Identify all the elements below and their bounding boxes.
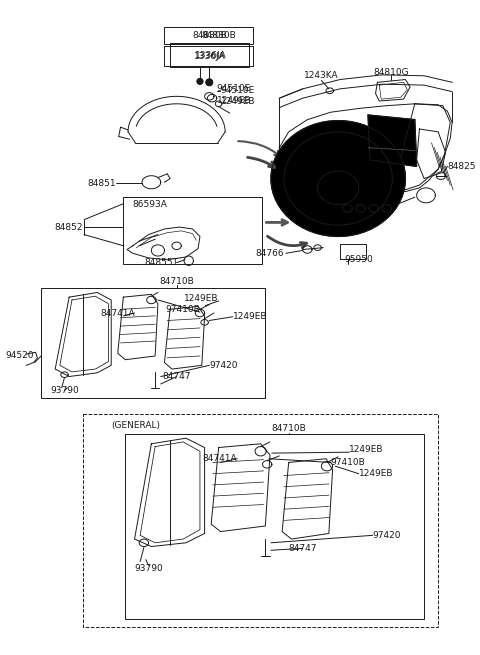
Text: 97410B: 97410B: [165, 305, 200, 314]
Text: 93790: 93790: [50, 386, 79, 395]
Text: 84747: 84747: [288, 544, 317, 553]
Text: 95950: 95950: [344, 255, 373, 264]
Text: 84852: 84852: [55, 223, 83, 232]
Text: 1336JA: 1336JA: [193, 52, 225, 61]
Polygon shape: [271, 121, 406, 236]
Polygon shape: [368, 115, 417, 166]
Polygon shape: [206, 79, 213, 86]
Text: (GENERAL): (GENERAL): [111, 421, 160, 430]
Text: 1249EB: 1249EB: [220, 98, 255, 106]
Text: 1336JA: 1336JA: [195, 50, 227, 60]
Text: 1249EB: 1249EB: [359, 469, 393, 478]
Text: 86593A: 86593A: [132, 200, 168, 209]
Bar: [125, 434, 424, 620]
Text: 84830B: 84830B: [201, 31, 236, 40]
Bar: [170, 43, 250, 67]
Text: 84830B: 84830B: [192, 31, 227, 40]
Text: 84810G: 84810G: [373, 69, 409, 77]
Text: 97410B: 97410B: [331, 458, 365, 467]
Text: 1249EB: 1249EB: [349, 445, 384, 454]
Text: 1249EB: 1249EB: [217, 96, 251, 105]
Text: 94520: 94520: [5, 352, 34, 360]
Text: 1249EB: 1249EB: [233, 312, 267, 321]
Text: 1243KA: 1243KA: [304, 71, 339, 81]
Bar: [41, 288, 265, 398]
Text: 84741A: 84741A: [100, 309, 134, 318]
Bar: [165, 28, 253, 44]
Text: 97420: 97420: [373, 531, 401, 540]
Polygon shape: [197, 79, 203, 84]
Bar: [165, 46, 253, 66]
Text: 97420: 97420: [209, 361, 238, 370]
Bar: [123, 197, 262, 265]
Text: 93790: 93790: [134, 563, 163, 572]
Text: 94510E: 94510E: [220, 86, 255, 95]
Bar: [83, 414, 438, 627]
Text: 84766: 84766: [255, 249, 284, 258]
Text: 84741A: 84741A: [203, 454, 237, 463]
Text: 84855T: 84855T: [144, 258, 178, 267]
Bar: [340, 244, 366, 259]
Text: 84747: 84747: [162, 372, 191, 381]
Text: 84851: 84851: [87, 179, 116, 188]
Text: 84710B: 84710B: [271, 424, 306, 434]
Text: 84710B: 84710B: [159, 277, 194, 286]
Text: 1249EB: 1249EB: [184, 293, 218, 303]
Text: 84825: 84825: [447, 162, 476, 171]
Text: 94510E: 94510E: [217, 84, 251, 94]
